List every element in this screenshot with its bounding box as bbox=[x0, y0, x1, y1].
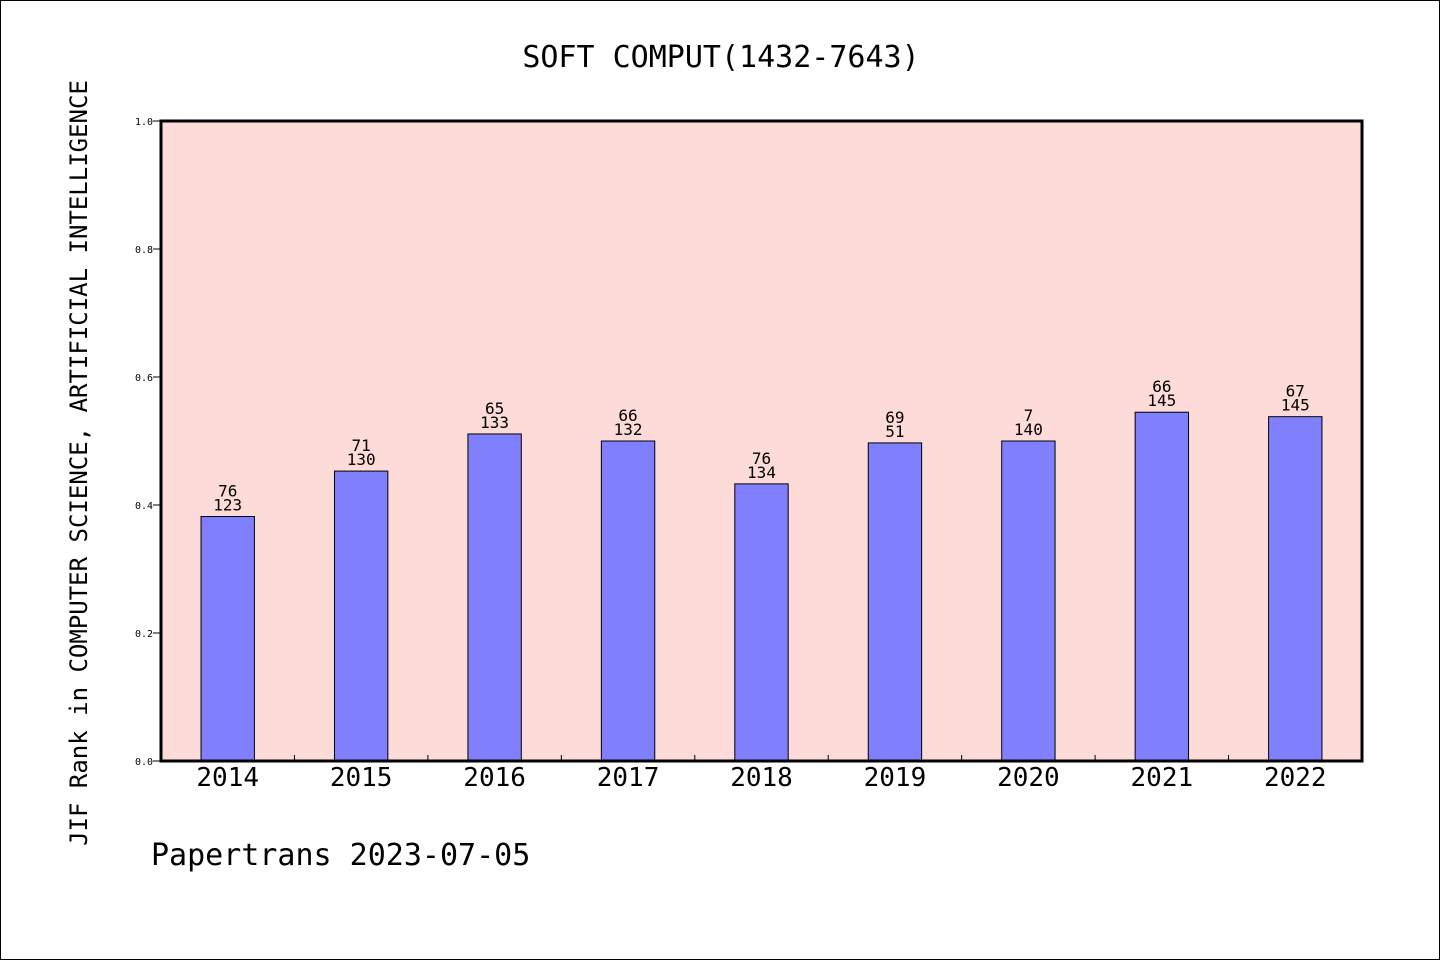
chart-title: SOFT COMPUT(1432-7643) bbox=[522, 40, 919, 75]
footer-text: Papertrans 2023-07-05 bbox=[151, 838, 530, 873]
bar-label-bottom: 130 bbox=[347, 450, 376, 469]
bar-2014 bbox=[200, 516, 255, 762]
bar-2015 bbox=[333, 470, 389, 762]
bar-label-top: 7 bbox=[1024, 406, 1034, 425]
bar-2021 bbox=[1134, 411, 1190, 762]
bar-label-top: 76 bbox=[218, 482, 237, 501]
x-tick-label: 2019 bbox=[864, 763, 927, 793]
bar-label-bottom: 133 bbox=[480, 413, 509, 432]
x-tick-label: 2021 bbox=[1131, 763, 1194, 793]
bar-label-top: 67 bbox=[1286, 382, 1305, 401]
bar-label-bottom: 132 bbox=[614, 420, 643, 439]
bar-2019 bbox=[867, 442, 923, 762]
y-axis-label: JIF Rank in COMPUTER SCIENCE, ARTIFICIAL… bbox=[65, 80, 93, 846]
y-tick-label: 0.0 bbox=[135, 757, 153, 768]
x-tick-label: 2022 bbox=[1264, 763, 1327, 793]
x-tick-label: 2020 bbox=[997, 763, 1060, 793]
bar-label-top: 69 bbox=[885, 408, 904, 427]
bar-label-bottom: 51 bbox=[885, 422, 904, 441]
y-axis: 0.0 0.2 0.4 0.6 0.8 1.0 bbox=[135, 117, 161, 768]
bar-2016 bbox=[467, 433, 522, 762]
bar-2020 bbox=[1001, 440, 1056, 762]
y-tick-label: 1.0 bbox=[135, 117, 153, 128]
bar-2022 bbox=[1268, 416, 1323, 762]
bar-label-top: 71 bbox=[352, 436, 371, 455]
bar-label-bottom: 145 bbox=[1147, 391, 1176, 410]
bar-label-top: 65 bbox=[485, 399, 504, 418]
x-tick-label: 2016 bbox=[463, 763, 526, 793]
bar-label-top: 66 bbox=[618, 406, 637, 425]
x-axis: 2014 2015 2016 2017 2018 2019 2020 2021 2022 bbox=[196, 755, 1327, 793]
bar-label-top: 66 bbox=[1152, 377, 1171, 396]
y-tick-label: 0.4 bbox=[135, 501, 153, 512]
y-tick-label: 0.6 bbox=[135, 373, 153, 384]
bar-label-bottom: 123 bbox=[213, 496, 242, 515]
bar-label-bottom: 140 bbox=[1014, 420, 1043, 439]
bar-2018 bbox=[734, 483, 789, 762]
x-tick-label: 2018 bbox=[730, 763, 793, 793]
y-tick-label: 0.8 bbox=[135, 245, 153, 256]
plot-border bbox=[159, 119, 1364, 763]
bar-2017 bbox=[600, 440, 656, 762]
y-tick-label: 0.2 bbox=[135, 629, 153, 640]
bar-label-bottom: 134 bbox=[747, 463, 776, 482]
x-tick-label: 2017 bbox=[597, 763, 660, 793]
bar-label-top: 76 bbox=[752, 449, 771, 468]
x-tick-label: 2015 bbox=[330, 763, 393, 793]
x-tick-label: 2014 bbox=[196, 763, 259, 793]
bar-label-bottom: 145 bbox=[1281, 396, 1310, 415]
